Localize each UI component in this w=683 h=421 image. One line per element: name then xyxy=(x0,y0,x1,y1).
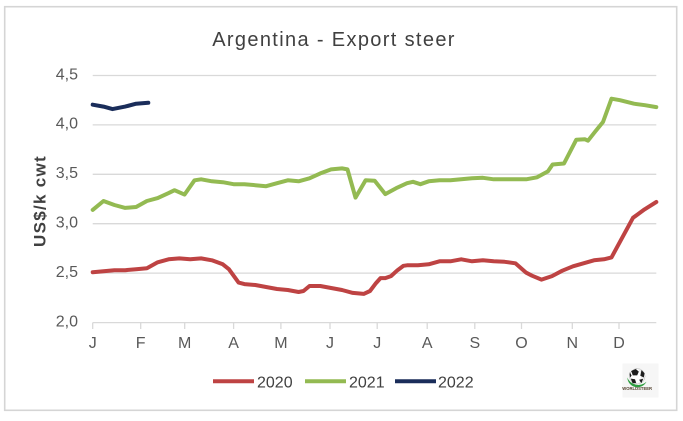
svg-text:J: J xyxy=(326,335,334,352)
svg-text:S: S xyxy=(469,335,480,352)
svg-text:3,5: 3,5 xyxy=(56,165,78,182)
svg-text:A: A xyxy=(228,335,239,352)
svg-text:N: N xyxy=(567,335,579,352)
svg-text:J: J xyxy=(373,335,381,352)
svg-text:WORLDSTEER: WORLDSTEER xyxy=(622,386,652,391)
svg-text:2022: 2022 xyxy=(438,374,474,391)
svg-text:O: O xyxy=(515,335,527,352)
svg-text:M: M xyxy=(178,335,191,352)
svg-text:2020: 2020 xyxy=(257,374,293,391)
svg-text:3,0: 3,0 xyxy=(56,215,78,232)
svg-text:4,0: 4,0 xyxy=(56,116,78,133)
svg-text:4,5: 4,5 xyxy=(56,66,78,83)
svg-text:D: D xyxy=(613,335,625,352)
svg-text:J: J xyxy=(89,335,97,352)
svg-text:F: F xyxy=(136,335,146,352)
svg-text:2,0: 2,0 xyxy=(56,313,78,330)
svg-text:US$/k cwt: US$/k cwt xyxy=(31,155,50,247)
svg-text:A: A xyxy=(422,335,433,352)
svg-text:Argentina - Export steer: Argentina - Export steer xyxy=(212,29,456,51)
svg-text:M: M xyxy=(274,335,287,352)
svg-text:2021: 2021 xyxy=(349,374,385,391)
svg-text:2,5: 2,5 xyxy=(56,264,78,281)
